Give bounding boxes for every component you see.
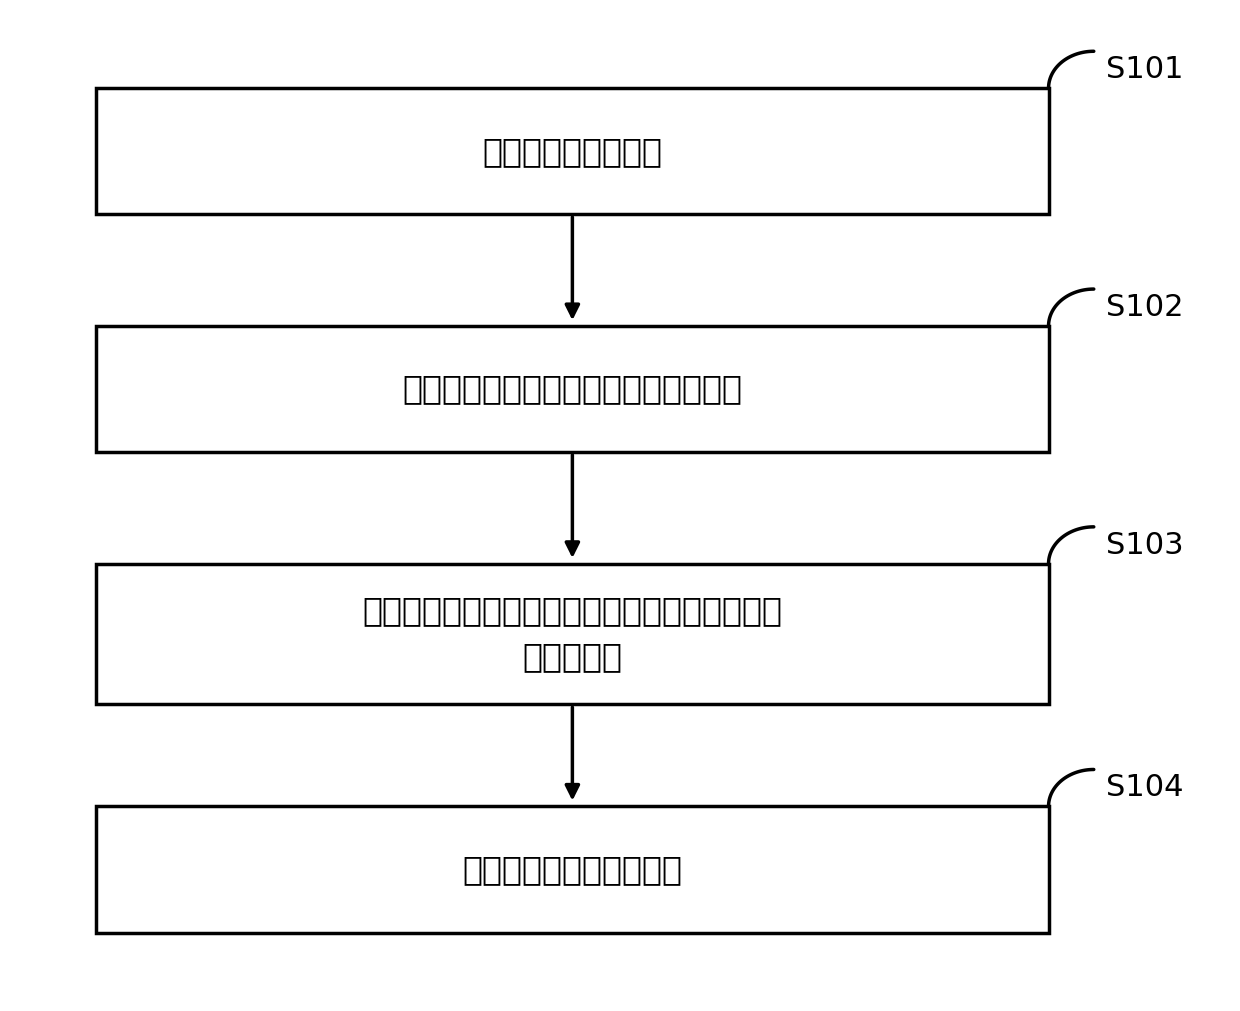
Bar xyxy=(97,88,1049,214)
Bar xyxy=(97,326,1049,452)
Text: S102: S102 xyxy=(1106,293,1183,323)
Text: S103: S103 xyxy=(1106,531,1183,560)
Text: 获取车辆的状态信息: 获取车辆的状态信息 xyxy=(482,134,662,168)
Text: 若满足，则检测充电口周围第一设定范围内是否
存在充电枪: 若满足，则检测充电口周围第一设定范围内是否 存在充电枪 xyxy=(362,594,782,673)
Text: 若存在，控制充电盖开启: 若存在，控制充电盖开启 xyxy=(463,853,682,886)
Bar xyxy=(97,807,1049,932)
Text: 判断状态信息是否满足充电盖开启条件: 判断状态信息是否满足充电盖开启条件 xyxy=(403,372,743,405)
Bar xyxy=(97,564,1049,705)
Text: S101: S101 xyxy=(1106,56,1183,84)
Text: S104: S104 xyxy=(1106,773,1183,803)
